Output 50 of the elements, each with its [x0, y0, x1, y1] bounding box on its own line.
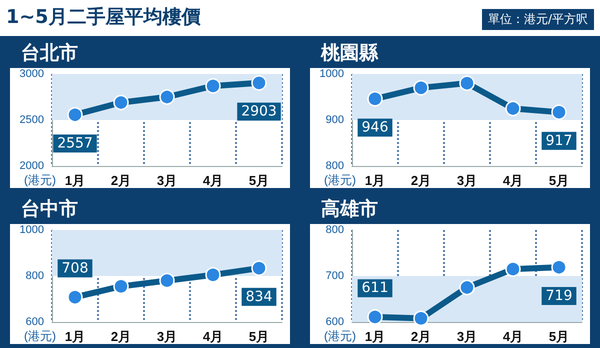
- data-label: 917: [546, 132, 572, 149]
- x-tick-label: 2月: [110, 173, 132, 188]
- data-label: 611: [362, 280, 388, 296]
- x-tick-label: 3月: [156, 329, 178, 344]
- chart-title: 高雄市: [321, 197, 378, 222]
- data-label: 719: [546, 288, 572, 304]
- chart-title: 台北市: [21, 41, 78, 66]
- x-tick-label: 1月: [64, 173, 86, 188]
- data-label: 2903: [241, 104, 277, 120]
- x-tick-label: 3月: [156, 173, 178, 188]
- data-label: 834: [246, 288, 272, 305]
- x-tick-label: 1月: [64, 329, 86, 344]
- y-axis-title: (港元): [24, 173, 56, 187]
- y-tick-label: 800: [326, 224, 344, 236]
- y-tick-label: 800: [326, 160, 344, 172]
- y-tick-label: 2500: [20, 114, 44, 126]
- y-tick-label: 900: [326, 114, 344, 126]
- x-tick-label: 4月: [202, 329, 224, 344]
- x-tick-label: 4月: [502, 329, 524, 344]
- text: 1~5月二手屋平均樓價: [6, 5, 200, 30]
- x-tick-label: 4月: [202, 173, 224, 188]
- y-tick-label: 800: [26, 270, 44, 282]
- x-tick-label: 5月: [548, 173, 570, 188]
- data-label: 946: [362, 120, 388, 136]
- chart-title: 桃園縣: [321, 41, 378, 66]
- x-tick-label: 2月: [110, 329, 132, 344]
- y-tick-label: 600: [26, 316, 44, 328]
- y-tick-label: 3000: [20, 68, 44, 80]
- x-tick-label: 5月: [248, 173, 270, 188]
- x-tick-label: 1月: [364, 329, 386, 344]
- y-tick-label: 700: [326, 270, 344, 282]
- y-tick-label: 2000: [20, 160, 44, 172]
- x-tick-label: 2月: [410, 173, 432, 188]
- data-label: 708: [62, 260, 88, 276]
- x-tick-label: 1月: [364, 173, 386, 188]
- y-tick-label: 1000: [320, 68, 344, 80]
- y-axis-title: (港元): [324, 173, 356, 187]
- x-tick-label: 5月: [248, 329, 270, 344]
- x-tick-label: 2月: [410, 329, 432, 344]
- x-tick-label: 3月: [456, 173, 478, 188]
- y-axis-title: (港元): [24, 329, 56, 343]
- y-tick-label: 600: [326, 316, 344, 328]
- x-tick-label: 4月: [502, 173, 524, 188]
- chart-title: 台中市: [21, 197, 78, 222]
- text: 單位：港元/平方呎: [482, 9, 594, 30]
- x-tick-label: 3月: [456, 329, 478, 344]
- x-tick-label: 5月: [548, 329, 570, 344]
- y-axis-title: (港元): [324, 329, 356, 343]
- data-label: 2557: [57, 136, 93, 152]
- y-tick-label: 1000: [20, 224, 44, 236]
